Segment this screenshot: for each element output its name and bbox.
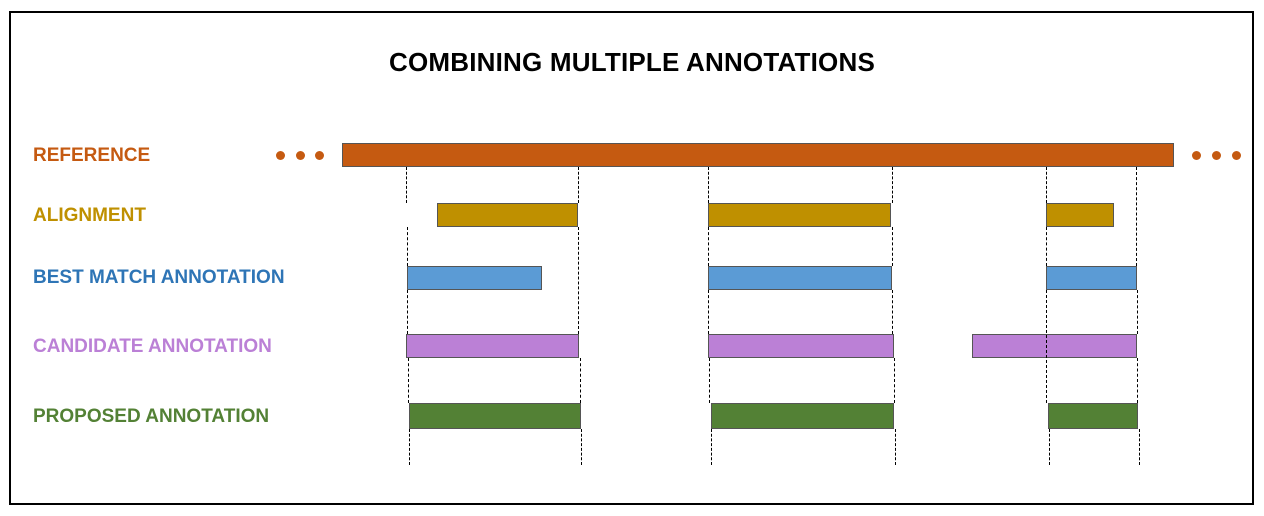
dashed-guide-line [580,358,581,403]
alignment-bar [1046,203,1114,227]
proposed-bar [409,403,581,429]
best-match-bar [1046,266,1137,290]
dashed-guide-line [1046,167,1047,203]
ellipsis-dot-left [315,151,324,160]
dashed-guide-line [892,227,893,266]
dashed-guide-line [578,227,579,334]
ellipsis-dot-left [296,151,305,160]
best-match-bar [708,266,892,290]
dashed-guide-line [1137,358,1138,403]
candidate-bar [406,334,579,358]
dashed-guide-line [407,227,408,266]
alignment-bar [437,203,578,227]
dashed-guide-line [409,429,410,465]
diagram-frame [9,11,1254,505]
dashed-guide-line [1139,429,1140,465]
dashed-guide-line [1049,429,1050,465]
dashed-guide-line [892,290,893,334]
candidate-bar [708,334,894,358]
dashed-guide-line [895,429,896,465]
best-match-bar [407,266,542,290]
dashed-guide-line [1136,167,1137,266]
proposed-bar [1048,403,1138,429]
ellipsis-dot-left [276,151,285,160]
reference-bar [342,143,1174,167]
alignment-bar [708,203,891,227]
label-best-match-annotation: BEST MATCH ANNOTATION [33,267,285,288]
proposed-bar [711,403,894,429]
ellipsis-dot-right [1192,151,1201,160]
ellipsis-dot-right [1232,151,1241,160]
dashed-guide-line [1046,290,1047,403]
label-candidate-annotation: CANDIDATE ANNOTATION [33,336,272,357]
label-alignment: ALIGNMENT [33,205,146,226]
dashed-guide-line [709,358,710,403]
dashed-guide-line [578,167,579,203]
dashed-guide-line [1137,290,1138,334]
dashed-guide-line [1046,227,1047,266]
dashed-guide-line [892,167,893,203]
ellipsis-dot-right [1212,151,1221,160]
candidate-bar [972,334,1137,358]
dashed-guide-line [708,290,709,334]
dashed-guide-line [894,358,895,403]
label-reference: REFERENCE [33,145,151,166]
dashed-guide-line [408,358,409,403]
dashed-guide-line [407,290,408,334]
dashed-guide-line [708,227,709,266]
dashed-guide-line [711,429,712,465]
dashed-guide-line [581,429,582,465]
dashed-guide-line [406,167,407,203]
label-proposed-annotation: PROPOSED ANNOTATION [33,406,270,427]
dashed-guide-line [708,167,709,203]
diagram-title: COMBINING MULTIPLE ANNOTATIONS [389,47,875,77]
